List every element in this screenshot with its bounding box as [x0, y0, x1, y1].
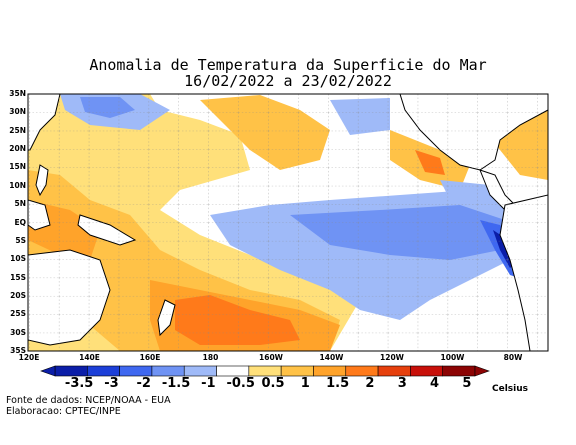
lat-label: 25N — [9, 125, 26, 135]
lon-label: 100W — [440, 353, 465, 362]
lon-label: 160E — [139, 353, 161, 362]
lat-label: 10S — [10, 254, 26, 264]
colorbar-swatch — [377, 365, 411, 377]
lon-label: 80W — [503, 353, 523, 362]
credits: Elaboracao: CPTEC/INPE — [6, 406, 121, 417]
lat-label: 30N — [9, 107, 26, 117]
lat-label: 5N — [14, 199, 27, 209]
lat-label: 20S — [10, 290, 26, 300]
lat-label: 10N — [9, 180, 26, 190]
colorbar-swatch — [87, 365, 120, 377]
colorbar-label: 3 — [397, 376, 407, 391]
colorbar-label: -1.5 — [161, 376, 191, 391]
colorbar-high-arrow — [474, 365, 490, 377]
map-date-range: 16/02/2022 a 23/02/2022 — [184, 72, 392, 90]
colorbar-label: 0.5 — [261, 376, 285, 391]
colorbar-label: 2 — [365, 376, 375, 391]
lat-label: 30S — [10, 327, 26, 337]
colorbar — [40, 365, 490, 377]
colorbar-swatch — [313, 365, 347, 377]
colorbar-swatch — [248, 365, 282, 377]
lon-label: 120W — [380, 353, 404, 362]
colorbar-swatch — [345, 365, 379, 377]
colorbar-label: 1.5 — [326, 376, 350, 391]
colorbar-swatch — [119, 365, 153, 377]
colorbar-label: -1 — [201, 376, 216, 391]
colorbar-swatch — [410, 365, 443, 377]
colorbar-label: -2 — [136, 376, 151, 391]
colorbar-swatch — [54, 365, 88, 377]
colorbar-label: -0.5 — [226, 376, 255, 391]
colorbar-swatch — [183, 365, 217, 377]
colorbar-label: 4 — [430, 376, 440, 391]
lon-label: 120E — [18, 353, 40, 362]
data-source: Fonte de dados: NCEP/NOAA - EUA — [6, 395, 171, 406]
colorbar-swatch — [151, 365, 185, 377]
colorbar-swatch — [280, 365, 314, 377]
colorbar-swatch — [442, 365, 476, 377]
lat-label: 5S — [15, 235, 26, 245]
map-title: Anomalia de Temperatura da Superficie do… — [89, 56, 487, 74]
colorbar-label: -3 — [104, 376, 119, 391]
lat-label: 25S — [10, 309, 26, 319]
lat-label: 20N — [9, 144, 26, 154]
colorbar-low-arrow — [40, 365, 56, 377]
lat-label: 15N — [9, 162, 26, 172]
lat-label: EQ — [14, 217, 27, 227]
lon-label: 160W — [259, 353, 283, 362]
colorbar-label: 5 — [462, 376, 472, 391]
lat-label: 15S — [10, 272, 26, 282]
lat-label: 35N — [9, 89, 26, 98]
lat-label: 35S — [10, 346, 26, 355]
colorbar-label: -3.5 — [64, 376, 94, 391]
anomaly-field — [28, 94, 548, 351]
lon-label: 180 — [202, 353, 219, 362]
lon-label: 140E — [79, 353, 100, 362]
colorbar-unit: Celsius — [492, 384, 528, 394]
lon-label: 140W — [319, 353, 344, 362]
colorbar-swatch — [216, 365, 250, 377]
colorbar-label: 1 — [300, 376, 310, 391]
